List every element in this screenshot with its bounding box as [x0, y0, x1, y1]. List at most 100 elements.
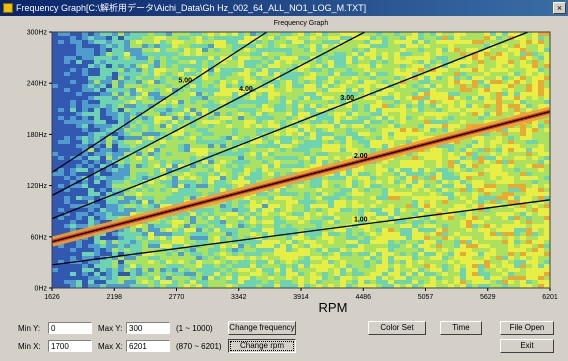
heatmap-cell	[184, 248, 190, 252]
heatmap-cell	[466, 92, 472, 96]
heatmap-cell	[166, 268, 172, 272]
heatmap-cell	[484, 192, 490, 196]
heatmap-cell	[382, 104, 388, 108]
heatmap-cell	[100, 140, 106, 144]
heatmap-cell	[82, 248, 88, 252]
heatmap-cell	[148, 108, 154, 112]
heatmap-cell	[394, 104, 400, 108]
heatmap-cell	[232, 200, 238, 204]
heatmap-cell	[508, 212, 514, 216]
heatmap-cell	[466, 48, 472, 52]
heatmap-cell	[304, 56, 310, 60]
heatmap-cell	[340, 60, 346, 64]
heatmap-cell	[184, 140, 190, 144]
heatmap-cell	[364, 248, 370, 252]
heatmap-cell	[448, 36, 454, 40]
heatmap-cell	[244, 132, 250, 136]
heatmap-cell	[250, 84, 256, 88]
heatmap-cell	[376, 240, 382, 244]
heatmap-cell	[460, 152, 466, 156]
heatmap-cell	[166, 272, 172, 276]
heatmap-cell	[340, 112, 346, 116]
heatmap-cell	[202, 244, 208, 248]
heatmap-cell	[286, 248, 292, 252]
heatmap-cell	[232, 260, 238, 264]
heatmap-cell	[418, 244, 424, 248]
heatmap-cell	[274, 280, 280, 284]
heatmap-cell	[400, 124, 406, 128]
heatmap-cell	[514, 32, 520, 36]
heatmap-cell	[490, 208, 496, 212]
heatmap-cell	[148, 192, 154, 196]
heatmap-cell	[196, 152, 202, 156]
heatmap-cell	[316, 96, 322, 100]
heatmap-cell	[484, 264, 490, 268]
heatmap-cell	[412, 84, 418, 88]
heatmap-cell	[208, 244, 214, 248]
heatmap-cell	[52, 272, 58, 276]
heatmap-cell	[400, 244, 406, 248]
heatmap-cell	[316, 252, 322, 256]
heatmap-cell	[286, 272, 292, 276]
heatmap-cell	[412, 152, 418, 156]
heatmap-cell	[436, 96, 442, 100]
heatmap-cell	[58, 144, 64, 148]
heatmap-cell	[262, 208, 268, 212]
heatmap-cell	[502, 236, 508, 240]
heatmap-cell	[490, 172, 496, 176]
close-button[interactable]: ×	[553, 2, 566, 14]
heatmap-cell	[130, 212, 136, 216]
heatmap-cell	[508, 208, 514, 212]
heatmap-cell	[196, 252, 202, 256]
heatmap-cell	[124, 264, 130, 268]
heatmap-cell	[88, 256, 94, 260]
heatmap-cell	[472, 160, 478, 164]
heatmap-cell	[82, 32, 88, 36]
heatmap-cell	[358, 64, 364, 68]
heatmap-cell	[88, 268, 94, 272]
heatmap-cell	[454, 140, 460, 144]
heatmap-cell	[64, 252, 70, 256]
heatmap-cell	[364, 72, 370, 76]
heatmap-cell	[286, 52, 292, 56]
heatmap-cell	[214, 80, 220, 84]
heatmap-cell	[118, 264, 124, 268]
heatmap-cell	[418, 104, 424, 108]
heatmap-cell	[238, 60, 244, 64]
heatmap-cell	[196, 72, 202, 76]
heatmap-cell	[358, 184, 364, 188]
heatmap-cell	[94, 84, 100, 88]
heatmap-cell	[184, 44, 190, 48]
heatmap-cell	[394, 92, 400, 96]
heatmap-cell	[106, 184, 112, 188]
heatmap-cell	[64, 284, 70, 288]
heatmap-cell	[340, 224, 346, 228]
heatmap-cell	[448, 152, 454, 156]
heatmap-cell	[178, 216, 184, 220]
heatmap-cell	[82, 212, 88, 216]
heatmap-cell	[136, 248, 142, 252]
heatmap-cell	[412, 284, 418, 288]
heatmap-cell	[460, 248, 466, 252]
heatmap-cell	[124, 168, 130, 172]
heatmap-cell	[82, 144, 88, 148]
heatmap-cell	[238, 164, 244, 168]
heatmap-cell	[292, 184, 298, 188]
heatmap-cell	[118, 184, 124, 188]
heatmap-cell	[256, 228, 262, 232]
heatmap-cell	[466, 244, 472, 248]
heatmap-cell	[112, 188, 118, 192]
heatmap-cell	[454, 176, 460, 180]
heatmap-cell	[244, 152, 250, 156]
heatmap-cell	[442, 272, 448, 276]
heatmap-cell	[202, 128, 208, 132]
heatmap-cell	[448, 76, 454, 80]
heatmap-cell	[208, 232, 214, 236]
heatmap-cell	[370, 264, 376, 268]
heatmap-cell	[130, 56, 136, 60]
heatmap-cell	[148, 188, 154, 192]
heatmap-cell	[166, 68, 172, 72]
heatmap-cell	[226, 244, 232, 248]
heatmap-cell	[400, 200, 406, 204]
heatmap-cell	[460, 88, 466, 92]
